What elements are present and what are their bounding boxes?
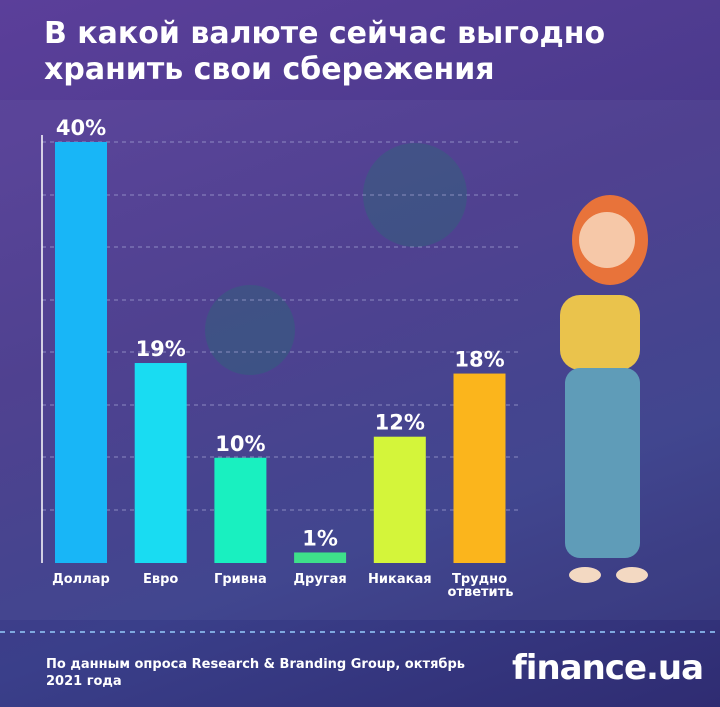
value-label: 12% [375,411,425,435]
bar [373,436,426,563]
value-label: 1% [302,526,338,550]
figure [560,195,648,583]
value-label: 10% [215,432,265,456]
source: По данным опроса Research & Branding Gro… [46,657,466,689]
bar [134,363,187,563]
value-label: 40% [56,116,106,140]
value-label: 19% [136,337,186,361]
x-tick-label: Доллар [52,572,110,587]
bar [294,552,347,563]
x-tick-label: Гривна [214,572,267,587]
logo: finance.ua [512,648,704,688]
x-tick-label: Другая [293,572,347,587]
x-tick-label: Евро [143,572,179,587]
x-tick-label: Трудно ответить [447,572,514,600]
value-label: 18% [454,348,504,372]
chart-title: В какой валюте сейчас выгодно хранить св… [44,16,606,87]
bar [453,373,506,563]
bar [214,457,267,563]
x-tick-label: Никакая [368,572,432,587]
bar [55,142,107,563]
